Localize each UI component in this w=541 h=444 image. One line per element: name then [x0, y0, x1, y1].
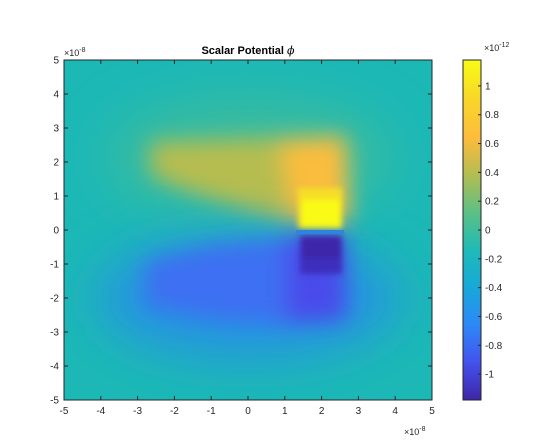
- colorbar-tick-label: -0.2: [485, 254, 503, 265]
- x-tick-label: -5: [60, 406, 69, 417]
- colorbar-ticks: 1 0.8 0.6 0.4 0.2 0 -0.2 -0.4 -0.6 -0.8 -1: [478, 81, 503, 381]
- y-axis-multiplier: ×10-8: [64, 47, 86, 58]
- y-axis: 5 4 3 2 1 0 -1 -2 -3 -4 -5: [50, 56, 432, 407]
- colorbar-tick-label: 0: [485, 226, 491, 237]
- x-tick-label: 4: [392, 406, 398, 417]
- colorbar-multiplier: ×10-12: [484, 42, 510, 53]
- colorbar-tick-label: -0.8: [485, 341, 503, 352]
- y-tick-label: -1: [50, 260, 59, 271]
- y-tick-label: 5: [53, 56, 59, 67]
- chart-title: Scalar Potential ϕ: [201, 44, 295, 57]
- x-tick-label: -1: [207, 406, 216, 417]
- y-tick-label: 2: [53, 158, 59, 169]
- colorbar-tick-label: 0.6: [485, 139, 499, 150]
- colorbar-tick-label: 0.4: [485, 168, 499, 179]
- colorbar-tick-label: 1: [485, 81, 491, 92]
- x-tick-label: 1: [282, 406, 288, 417]
- y-tick-label: -4: [50, 362, 59, 373]
- x-tick-label: 5: [429, 406, 435, 417]
- x-axis-multiplier: ×10-8: [404, 426, 426, 437]
- y-tick-label: -5: [50, 396, 59, 407]
- negative-source-block: [300, 236, 342, 274]
- x-tick-label: 0: [245, 406, 251, 417]
- x-tick-label: 2: [319, 406, 325, 417]
- y-tick-label: 1: [53, 192, 59, 203]
- colorbar-tick-label: 0.2: [485, 197, 499, 208]
- x-tick-label: -3: [133, 406, 142, 417]
- x-tick-label: -4: [96, 406, 105, 417]
- y-tick-label: -3: [50, 328, 59, 339]
- colorbar-tick-label: 0.8: [485, 110, 499, 121]
- heatmap: [64, 60, 432, 400]
- x-axis: -5 -4 -3 -2 -1 0 1 2 3 4 5: [60, 60, 435, 417]
- positive-source-block: [298, 188, 342, 228]
- x-tick-label: 3: [356, 406, 362, 417]
- colorbar-tick-label: -1: [485, 370, 494, 381]
- colorbar-tick-label: -0.4: [485, 283, 503, 294]
- y-tick-label: 4: [53, 90, 59, 101]
- y-tick-label: 0: [53, 226, 59, 237]
- colorbar-tick-label: -0.6: [485, 312, 503, 323]
- y-tick-label: -2: [50, 294, 59, 305]
- x-tick-label: -2: [170, 406, 179, 417]
- source-boundary: [296, 230, 344, 234]
- y-tick-label: 3: [53, 124, 59, 135]
